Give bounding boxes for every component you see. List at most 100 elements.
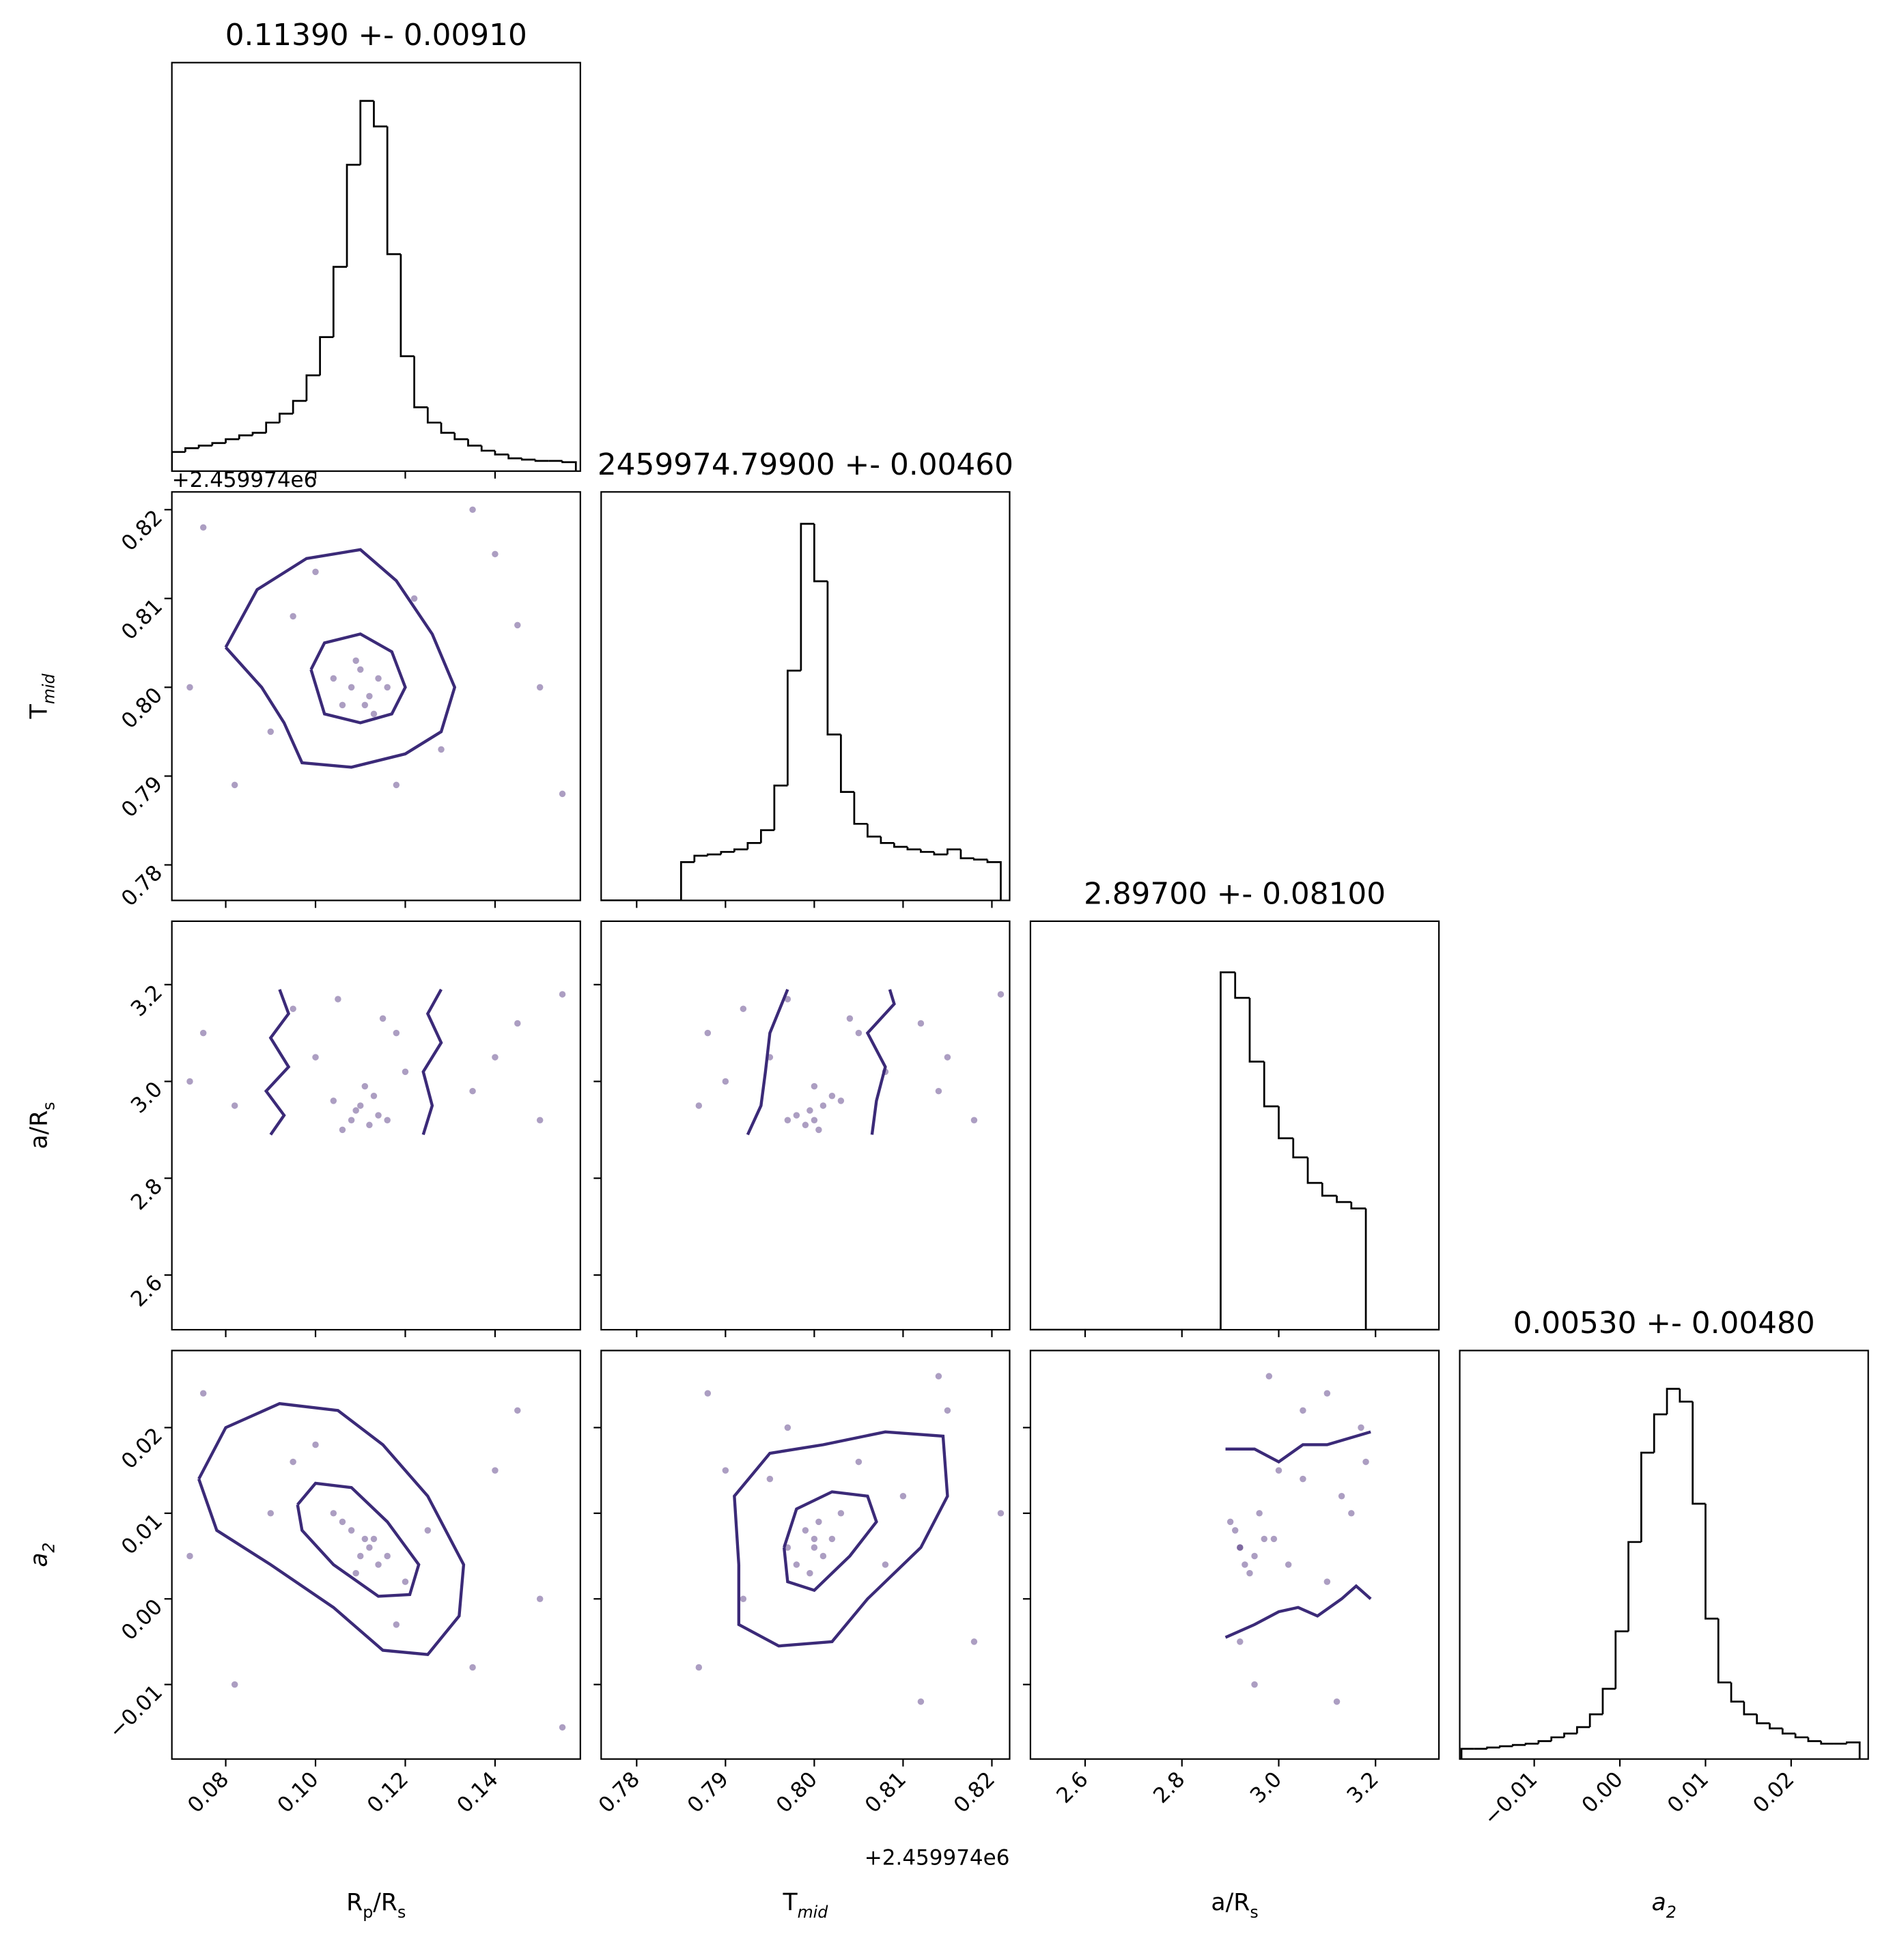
sample-point (384, 1552, 391, 1560)
y-tick-label: 0.81 (117, 594, 167, 645)
hist-bin (706, 853, 721, 856)
sample-point (807, 1107, 813, 1114)
sample-point (186, 1078, 193, 1085)
sample-point (1242, 1561, 1248, 1568)
panel-frame (1029, 920, 1440, 1331)
sample-point (469, 506, 476, 514)
panel-frame (171, 920, 581, 1331)
hist-bin (759, 829, 774, 843)
panel-title: 2459974.79900 +- 0.00460 (598, 447, 1013, 482)
x-tick-label: 0.02 (1748, 1767, 1799, 1817)
contour (782, 1490, 878, 1593)
hist-bin (1845, 1741, 1861, 1759)
axis-label: Rp/Rs (346, 1889, 406, 1922)
sample-point (802, 1121, 809, 1129)
sample-point (352, 1107, 359, 1114)
hist-bin (720, 851, 735, 855)
panel-title: 0.11390 +- 0.00910 (225, 18, 527, 53)
sample-point (1323, 1390, 1331, 1397)
axis-label-part: /R (373, 1889, 397, 1916)
sample-point (944, 1054, 951, 1061)
sample-point (722, 1467, 729, 1474)
y-tick-label: 0.82 (117, 505, 167, 556)
offset-text: +2.459974e6 (172, 468, 318, 492)
sample-point (784, 996, 791, 1003)
hist-bin (1807, 1737, 1821, 1742)
hist-bin (184, 447, 199, 452)
axis-label-part: 2 (39, 1542, 58, 1552)
sample-point (740, 1595, 747, 1602)
hist-bin (359, 100, 374, 165)
axis-label-part: T (782, 1889, 798, 1916)
hist-bin (1730, 1682, 1744, 1703)
y-tick-label: 0.78 (117, 860, 167, 911)
hist-bin (1640, 1451, 1655, 1542)
sample-point (970, 1638, 978, 1645)
sample-point (935, 1373, 942, 1380)
hist-bin (840, 734, 854, 793)
sample-point (536, 684, 544, 691)
sample-point (469, 1664, 476, 1671)
sample-point (267, 1510, 275, 1517)
x-tick-label: 0.79 (683, 1767, 733, 1817)
hist-bin (480, 445, 495, 452)
contour (309, 632, 407, 725)
sample-point (811, 1535, 818, 1543)
hist-bin (1653, 1413, 1668, 1453)
hist-bin (1820, 1741, 1834, 1745)
sample-point (410, 595, 418, 602)
sample-point (402, 1068, 409, 1076)
hist-bin (386, 126, 401, 255)
sample-point (492, 1467, 499, 1474)
contour (296, 1481, 421, 1598)
sample-point (424, 1527, 432, 1534)
hist-bin (1278, 1106, 1293, 1140)
sample-point (944, 1407, 951, 1414)
hist-bin (561, 460, 577, 471)
panel-frame (1029, 1349, 1440, 1760)
y-tick-label: 3.2 (126, 980, 167, 1021)
x-tick-label: 0.01 (1663, 1767, 1713, 1817)
sample-point (1237, 1638, 1244, 1645)
hist-bin (800, 522, 815, 671)
sample-point (811, 1544, 818, 1551)
hist-bin (1614, 1630, 1629, 1689)
sample-point (330, 1510, 337, 1517)
x-tick-label: 0.08 (183, 1767, 234, 1817)
axis-label-part: R (346, 1889, 363, 1916)
sample-point (348, 1527, 355, 1534)
x-tick-label: 0.82 (949, 1767, 1000, 1817)
contour (224, 548, 457, 769)
axis-label-part: a/R (25, 1110, 53, 1149)
hist-bin (399, 254, 415, 357)
sample-point (695, 1102, 703, 1109)
sample-point (330, 1097, 337, 1104)
hist-bin (973, 858, 987, 861)
sample-point (793, 1112, 800, 1119)
hist-bin (946, 848, 961, 855)
panel-frame (171, 1349, 581, 1760)
axis-label: Tmid (782, 1889, 828, 1922)
axis-label: a2 (25, 1542, 57, 1567)
y-tick-label: 0.80 (117, 683, 167, 733)
hist-bin (1321, 1183, 1337, 1197)
hist-bin (440, 422, 455, 434)
sample-point (361, 1535, 369, 1543)
hist-bin (1781, 1728, 1796, 1735)
x-tick-label: 0.80 (772, 1767, 822, 1817)
y-tick-label: 0.00 (117, 1595, 167, 1645)
contour (264, 989, 291, 1136)
hist-bin (373, 100, 388, 128)
contour (421, 988, 443, 1136)
hist-bin (933, 852, 948, 856)
sample-point (393, 1029, 400, 1037)
hist-bin (867, 824, 881, 838)
sample-point (828, 1535, 836, 1543)
contour (733, 1430, 949, 1648)
sample-point (559, 790, 566, 798)
x-tick-label: 3.0 (1246, 1767, 1287, 1808)
sample-point (384, 684, 391, 691)
sample-point (1362, 1458, 1369, 1466)
sample-point (514, 1020, 521, 1027)
